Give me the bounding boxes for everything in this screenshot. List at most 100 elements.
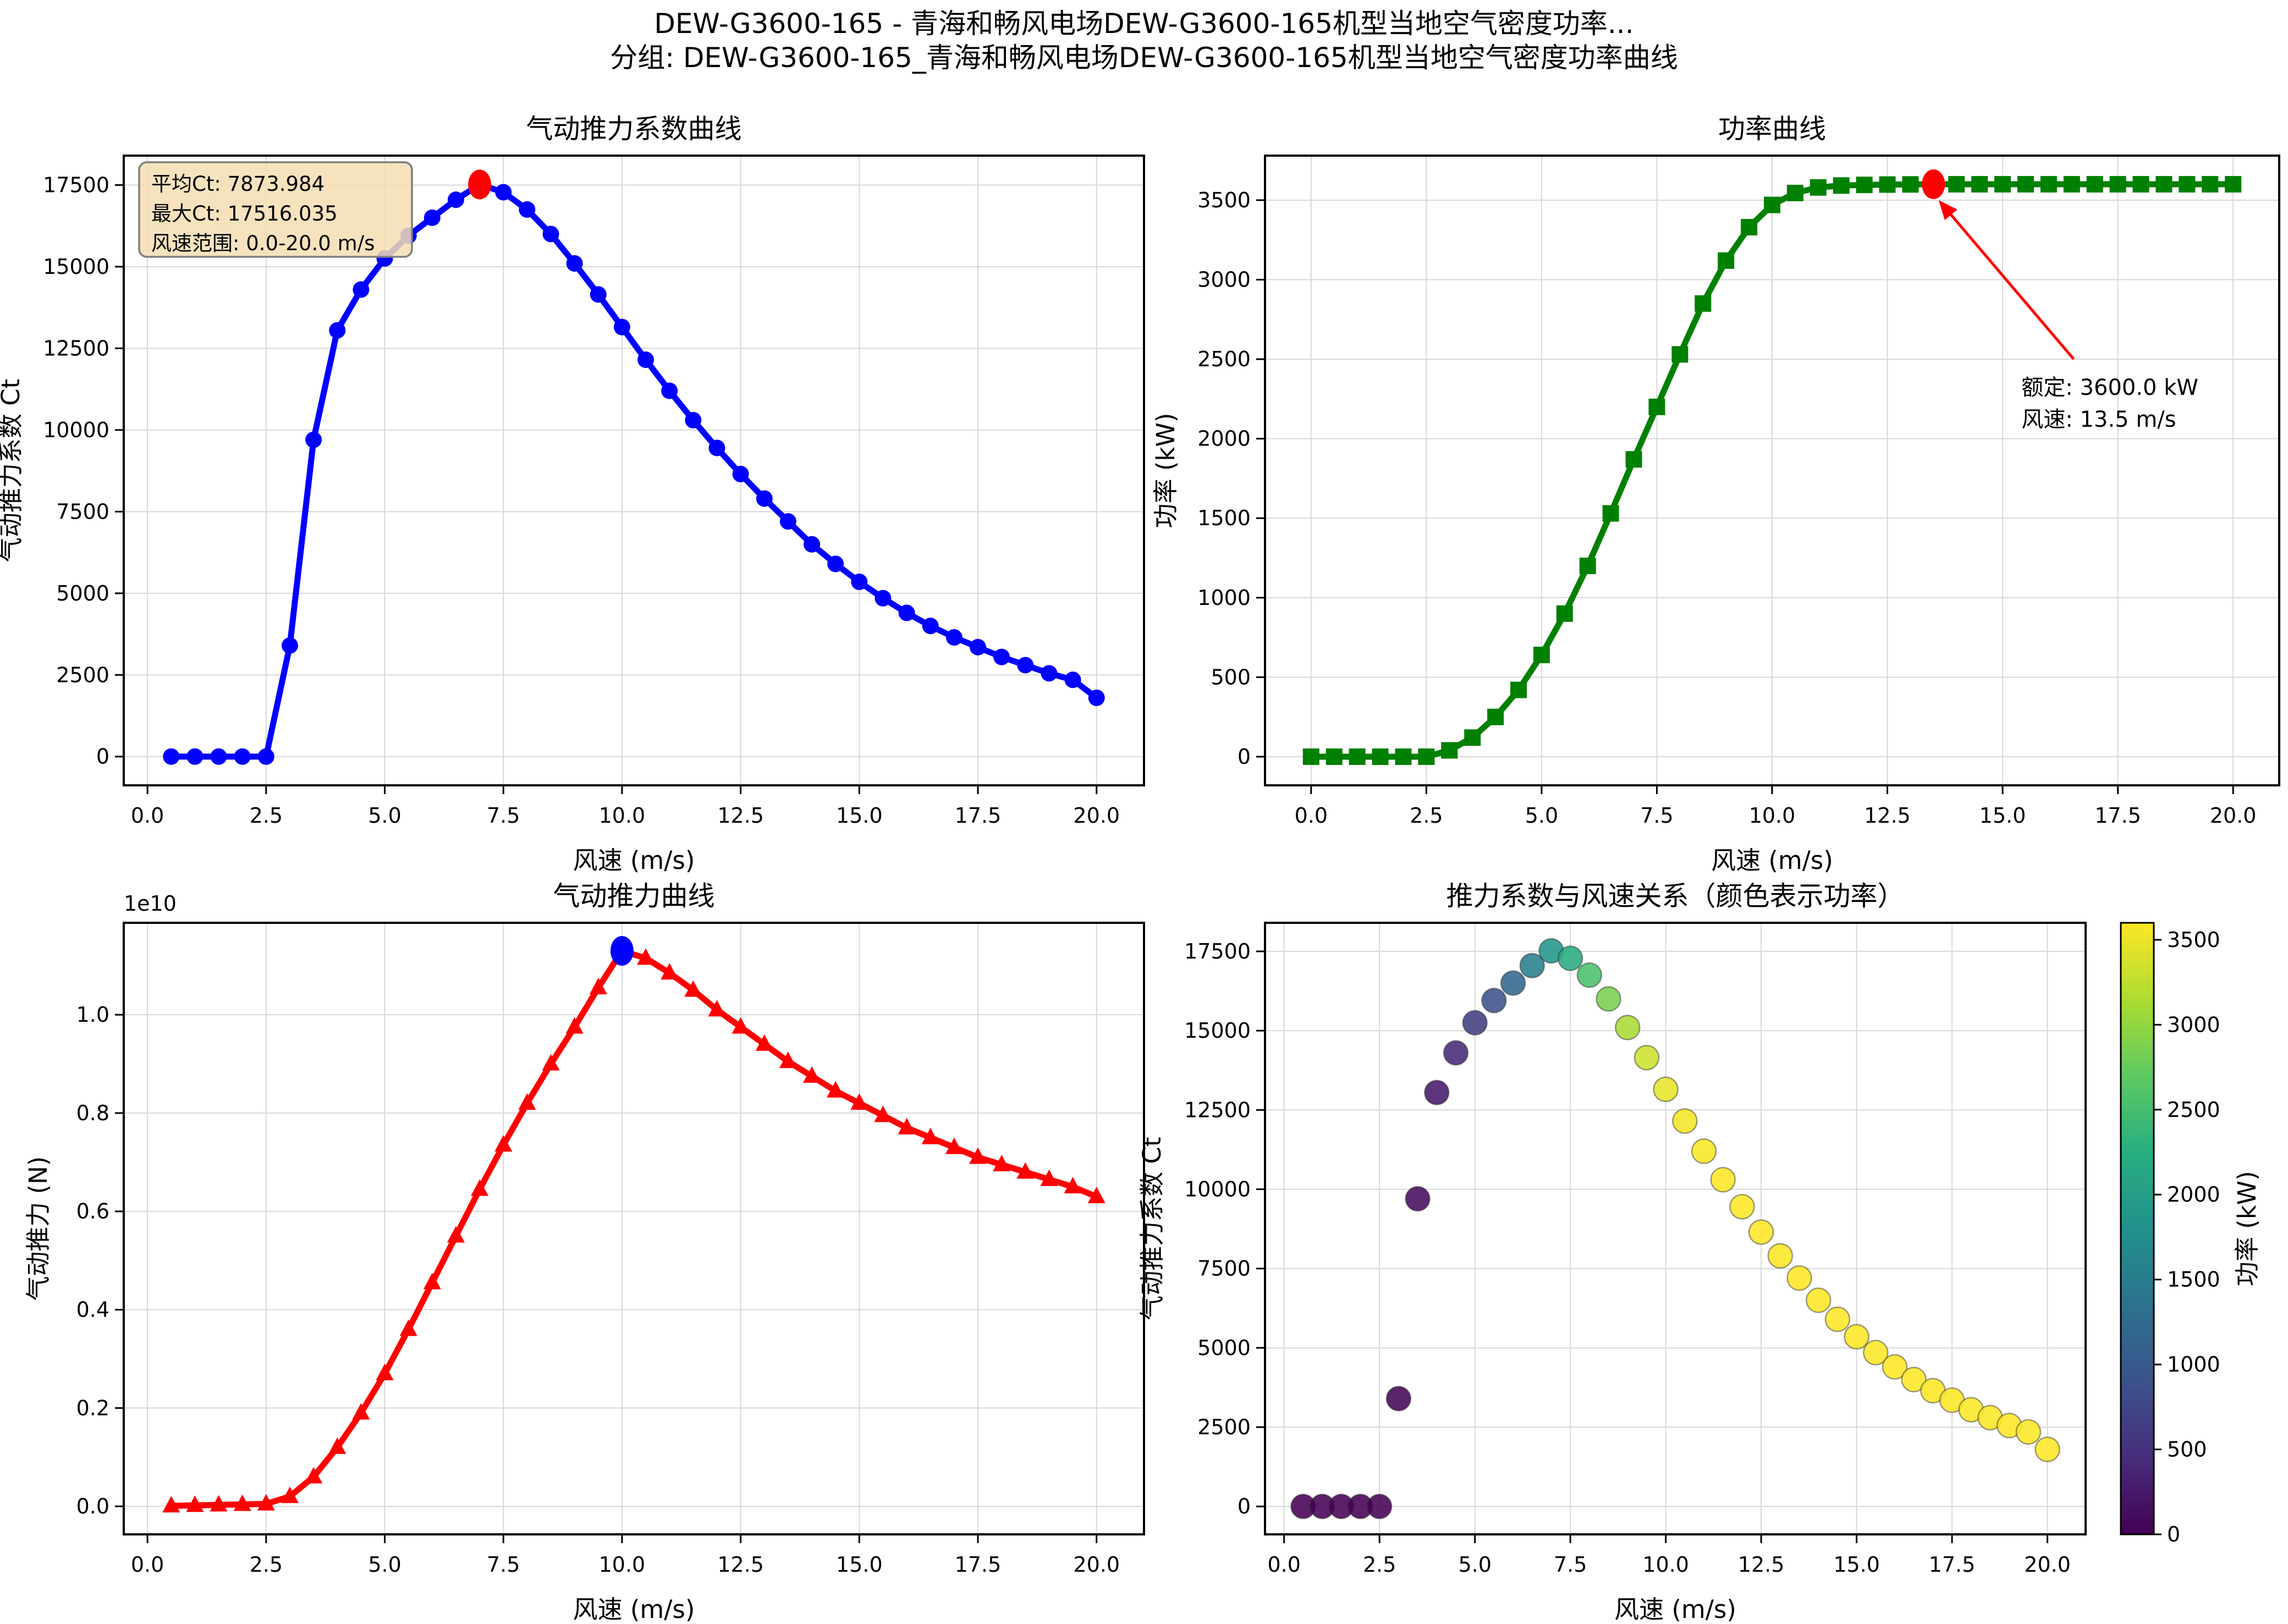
svg-text:7.5: 7.5	[487, 1553, 520, 1577]
svg-text:1500: 1500	[2167, 1268, 2220, 1292]
svg-text:10.0: 10.0	[1749, 803, 1796, 828]
chart-title-ct_curve: 气动推力系数曲线	[526, 113, 741, 145]
svg-text:10000: 10000	[1184, 1177, 1251, 1201]
stats-box: 平均Ct: 7873.984 最大Ct: 17516.035 风速范围: 0.0-2…	[138, 161, 413, 258]
svg-text:3000: 3000	[1197, 268, 1251, 292]
svg-text:1000: 1000	[2167, 1352, 2220, 1377]
rated-annotation-line-2: 风速: 13.5 m/s	[2021, 407, 2176, 432]
stats-box-line-2: 最大Ct: 17516.035	[151, 202, 338, 225]
svg-text:0: 0	[1238, 745, 1251, 769]
stats-box-line-1: 平均Ct: 7873.984	[151, 172, 324, 196]
svg-text:500: 500	[1211, 665, 1251, 689]
svg-text:0.8: 0.8	[76, 1101, 109, 1125]
svg-text:5000: 5000	[1197, 1336, 1251, 1360]
rated-annotation-arrow	[1938, 200, 2075, 360]
svg-text:0.0: 0.0	[76, 1494, 109, 1518]
svg-text:0.6: 0.6	[76, 1199, 109, 1224]
chart-title-thrust_curve: 气动推力曲线	[553, 880, 714, 912]
svg-text:12.5: 12.5	[717, 1553, 764, 1577]
svg-text:17500: 17500	[1184, 939, 1251, 964]
svg-text:5.0: 5.0	[1525, 803, 1558, 828]
chart-title-ct_vs_wind_scatter: 推力系数与风速关系（颜色表示功率）	[1446, 880, 1904, 912]
svg-text:5.0: 5.0	[368, 803, 401, 828]
svg-text:5.0: 5.0	[368, 1553, 401, 1577]
grid-ct_curve	[124, 156, 1144, 785]
svg-text:10.0: 10.0	[599, 803, 646, 828]
x-axis-label-power_curve: 风速 (m/s)	[1711, 846, 1833, 875]
svg-text:10000: 10000	[43, 418, 109, 442]
suptitle-line-1: DEW-G3600-165 - 青海和畅风电场DEW-G3600-165机型当地…	[654, 8, 1634, 40]
line-series-ct_curve	[171, 181, 1099, 760]
svg-text:0.4: 0.4	[76, 1297, 109, 1322]
svg-text:2000: 2000	[2167, 1182, 2220, 1207]
svg-text:0.0: 0.0	[1267, 1553, 1300, 1577]
svg-text:2500: 2500	[2167, 1098, 2220, 1122]
grid-power_curve	[1265, 156, 2279, 785]
svg-text:15.0: 15.0	[836, 803, 883, 828]
svg-text:12.5: 12.5	[717, 803, 764, 828]
svg-text:20.0: 20.0	[2024, 1553, 2071, 1577]
svg-text:17.5: 17.5	[955, 803, 1002, 828]
line-series-thrust_curve	[171, 948, 1098, 1509]
svg-text:7500: 7500	[1197, 1257, 1251, 1281]
chart-ct_vs_wind_scatter: 0.0 2.5 5.0 7.5 10.0 12.5 15.0 17.5 20.0 0 2500 500…	[1137, 880, 2262, 1624]
colorbar-label: 功率 (kW)	[2232, 1171, 2262, 1286]
svg-text:0.0: 0.0	[131, 803, 164, 828]
svg-text:20.0: 20.0	[1073, 803, 1120, 828]
svg-text:15.0: 15.0	[1833, 1553, 1880, 1577]
y-axis-label-power_curve: 功率 (kW)	[1151, 413, 1180, 529]
svg-text:2.5: 2.5	[1363, 1553, 1396, 1577]
svg-text:2500: 2500	[1197, 347, 1251, 371]
scatter-points-ct_vs_wind_scatter	[1290, 938, 2060, 1520]
rated-annotation: 额定: 3600.0 kW 风速: 13.5 m/s	[1938, 200, 2198, 432]
svg-text:2.5: 2.5	[250, 803, 283, 828]
svg-text:12.5: 12.5	[1738, 1553, 1785, 1577]
svg-text:17.5: 17.5	[955, 1553, 1002, 1577]
figure-suptitle: DEW-G3600-165 - 青海和畅风电场DEW-G3600-165机型当地…	[0, 0, 2288, 75]
chart-title-power_curve: 功率曲线	[1718, 113, 1826, 145]
tick-labels-ct_curve: 0.0 2.5 5.0 7.5 10.0 12.5 15.0 17.5 20.0 0 2500 500…	[43, 173, 1120, 828]
rated-power-point	[1922, 169, 1945, 200]
svg-text:7.5: 7.5	[1554, 1553, 1587, 1577]
svg-text:7500: 7500	[56, 499, 109, 524]
grid-ct_vs_wind_scatter	[1265, 923, 2086, 1534]
suptitle-line-2: 分组: DEW-G3600-165_青海和畅风电场DEW-G3600-165机型…	[610, 42, 1678, 74]
svg-text:0: 0	[1238, 1494, 1251, 1518]
markers-thrust_curve	[162, 940, 1106, 1513]
axes-spines-ct_curve	[123, 155, 1145, 786]
svg-text:500: 500	[2167, 1438, 2207, 1462]
svg-text:5000: 5000	[56, 581, 109, 605]
svg-text:15000: 15000	[1184, 1019, 1251, 1043]
svg-text:2500: 2500	[1197, 1415, 1251, 1439]
svg-text:15.0: 15.0	[836, 1553, 883, 1577]
stats-box-line-3: 风速范围: 0.0-20.0 m/s	[151, 232, 375, 255]
svg-text:0.0: 0.0	[131, 1553, 164, 1577]
axes-spines-thrust_curve	[123, 922, 1145, 1535]
svg-text:10.0: 10.0	[1642, 1553, 1689, 1577]
svg-text:20.0: 20.0	[1073, 1553, 1120, 1577]
rated-annotation-line-1: 额定: 3600.0 kW	[2021, 375, 2198, 400]
svg-text:0.2: 0.2	[76, 1396, 109, 1420]
svg-text:15.0: 15.0	[1979, 803, 2026, 828]
x-axis-label-thrust_curve: 风速 (m/s)	[573, 1595, 695, 1624]
svg-text:5.0: 5.0	[1458, 1553, 1491, 1577]
axes-spines-ct_vs_wind_scatter	[1264, 922, 2087, 1535]
colorbar-gradient	[2120, 922, 2155, 1535]
y-axis-label-thrust_curve: 气动推力 (N)	[24, 1156, 53, 1301]
svg-text:10.0: 10.0	[599, 1553, 646, 1577]
chart-ct_curve: 0.0 2.5 5.0 7.5 10.0 12.5 15.0 17.5 20.0 0 2500 500…	[0, 113, 1145, 875]
y-axis-label-ct_curve: 气动推力系数 Ct	[0, 379, 25, 562]
grid-thrust_curve	[124, 923, 1144, 1534]
svg-text:0: 0	[96, 745, 109, 769]
svg-text:3000: 3000	[2167, 1012, 2220, 1037]
svg-text:7.5: 7.5	[487, 803, 520, 828]
svg-text:7.5: 7.5	[1640, 803, 1673, 828]
svg-text:17.5: 17.5	[1929, 1553, 1976, 1577]
svg-text:17.5: 17.5	[2094, 803, 2141, 828]
svg-text:0: 0	[2167, 1522, 2180, 1546]
svg-text:2000: 2000	[1197, 427, 1251, 451]
svg-text:0.0: 0.0	[1295, 803, 1328, 828]
svg-text:20.0: 20.0	[2210, 803, 2257, 828]
tick-labels-ct_vs_wind_scatter: 0.0 2.5 5.0 7.5 10.0 12.5 15.0 17.5 20.0 0 2500 500…	[1184, 939, 2071, 1577]
